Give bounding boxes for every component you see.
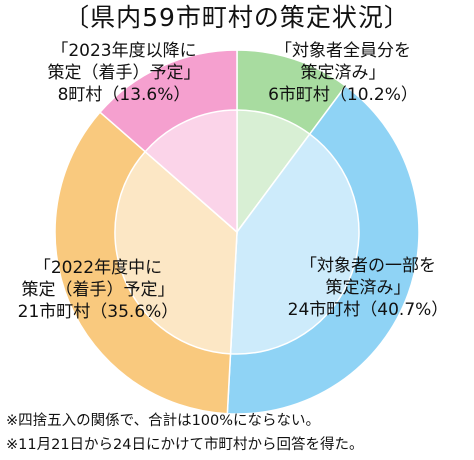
slice-part-done-inner <box>229 133 360 355</box>
footnote-survey-period: ※11月21日から24日にかけて市町村から回答を得た。 <box>6 437 364 453</box>
slice-all-done-label: 「対象者全員分を策定済み」 6市町村（10.2%） <box>268 41 418 105</box>
pie-slices <box>54 49 420 415</box>
slice-2022-planned-inner <box>114 150 238 355</box>
slice-2023-planned-label: 「2023年度以降に策定（着手）予定」 8町村（13.6%） <box>48 41 201 105</box>
slice-all-done-inner <box>236 109 311 235</box>
slice-part-done-label: 「対象者の一部を策定済み」 24市町村（40.7%） <box>288 256 449 320</box>
pie-labels: 「対象者全員分を策定済み」 6市町村（10.2%） 「対象者の一部を策定済み」 24市… <box>18 41 449 322</box>
chart-title: 〔県内59市町村の策定状況〕 <box>64 3 410 32</box>
footnote-rounding: ※四捨五入の関係で、合計は100%にならない。 <box>6 413 321 429</box>
slice-2022-planned-label: 「2022年度中に策定（着手）予定」 21市町村（35.6%） <box>18 258 179 322</box>
slice-2023-planned-inner <box>144 109 238 234</box>
